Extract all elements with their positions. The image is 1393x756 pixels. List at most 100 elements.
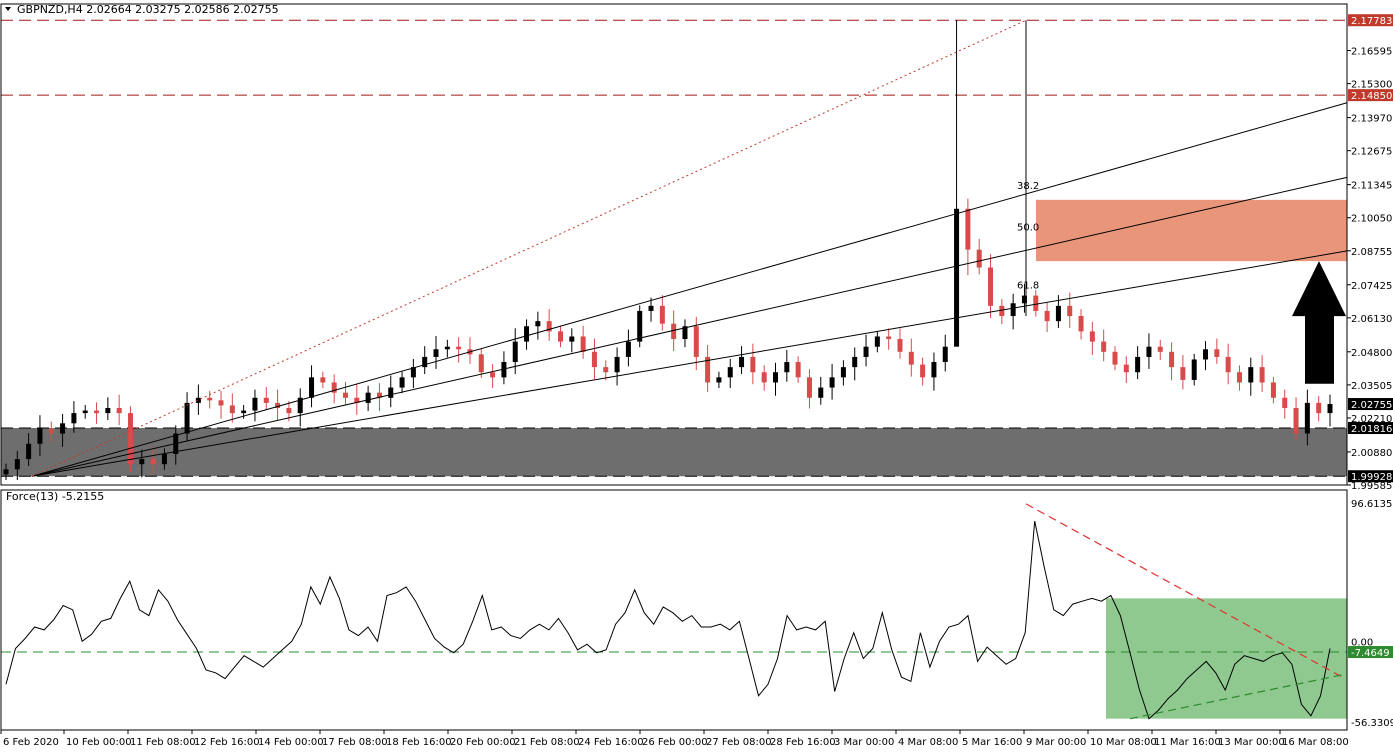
force-index-line[interactable] — [5, 520, 1331, 720]
bull-candle[interactable] — [512, 341, 518, 363]
price-panel[interactable]: 38.2 50.0 61.8 — [1, 19, 1348, 481]
bull-candle[interactable] — [1055, 305, 1061, 322]
bull-candle[interactable] — [524, 326, 530, 342]
bull-candle[interactable] — [954, 208, 960, 347]
bear-candle[interactable] — [908, 351, 914, 365]
bear-candle[interactable] — [1123, 364, 1129, 373]
bear-candle[interactable] — [1180, 367, 1186, 380]
bear-candle[interactable] — [705, 356, 711, 383]
bull-candle[interactable] — [716, 377, 722, 383]
bear-candle[interactable] — [1067, 305, 1073, 317]
bull-candle[interactable] — [60, 423, 66, 434]
bear-candle[interactable] — [263, 397, 269, 403]
bear-candle[interactable] — [1214, 349, 1220, 357]
bull-candle[interactable] — [739, 356, 745, 368]
bull-candle[interactable] — [829, 377, 835, 388]
bear-candle[interactable] — [320, 377, 326, 383]
bear-candle[interactable] — [116, 407, 122, 414]
bear-candle[interactable] — [999, 305, 1005, 317]
bear-candle[interactable] — [1293, 407, 1299, 434]
bull-candle[interactable] — [388, 387, 394, 398]
bear-candle[interactable] — [127, 413, 133, 465]
bear-candle[interactable] — [354, 397, 360, 403]
bear-candle[interactable] — [1169, 351, 1175, 368]
bull-candle[interactable] — [365, 392, 371, 403]
bear-candle[interactable] — [1089, 331, 1095, 342]
bull-candle[interactable] — [942, 346, 948, 363]
bull-candle[interactable] — [1021, 295, 1027, 304]
bear-candle[interactable] — [750, 356, 756, 373]
force-index-panel[interactable] — [1, 503, 1347, 720]
bear-candle[interactable] — [795, 362, 801, 378]
bull-candle[interactable] — [252, 397, 258, 411]
bull-candle[interactable] — [863, 346, 869, 357]
bear-candle[interactable] — [207, 397, 213, 401]
bull-candle[interactable] — [422, 356, 428, 368]
bull-candle[interactable] — [1146, 346, 1152, 357]
bear-candle[interactable] — [478, 354, 484, 373]
bull-candle[interactable] — [410, 367, 416, 378]
bull-candle[interactable] — [14, 459, 20, 470]
bull-candle[interactable] — [309, 377, 315, 398]
bull-candle[interactable] — [433, 349, 439, 357]
bear-candle[interactable] — [761, 372, 767, 383]
bull-candle[interactable] — [184, 402, 190, 434]
bear-candle[interactable] — [1316, 402, 1322, 414]
bear-candle[interactable] — [1033, 295, 1039, 311]
bull-candle[interactable] — [773, 372, 779, 383]
bull-candle[interactable] — [1191, 359, 1197, 380]
bull-candle[interactable] — [625, 341, 631, 357]
bear-candle[interactable] — [1225, 356, 1231, 373]
bear-candle[interactable] — [490, 372, 496, 378]
bear-candle[interactable] — [1259, 367, 1265, 383]
bull-candle[interactable] — [614, 356, 620, 373]
bear-candle[interactable] — [1044, 310, 1050, 322]
bull-candle[interactable] — [105, 407, 111, 414]
bull-candle[interactable] — [535, 321, 541, 327]
bull-candle[interactable] — [241, 410, 247, 414]
bull-candle[interactable] — [1010, 303, 1016, 317]
bull-candle[interactable] — [1135, 356, 1141, 373]
bull-candle[interactable] — [682, 326, 688, 340]
bear-candle[interactable] — [1101, 341, 1107, 352]
bear-candle[interactable] — [342, 392, 348, 398]
bear-candle[interactable] — [1112, 351, 1118, 365]
bear-candle[interactable] — [659, 305, 665, 324]
bear-candle[interactable] — [693, 326, 699, 357]
bull-candle[interactable] — [139, 459, 145, 465]
bull-candle[interactable] — [399, 377, 405, 388]
bear-candle[interactable] — [557, 331, 563, 342]
bull-candle[interactable] — [1304, 402, 1310, 434]
bear-candle[interactable] — [897, 339, 903, 352]
bull-candle[interactable] — [444, 346, 450, 350]
bull-candle[interactable] — [874, 336, 880, 347]
bear-candle[interactable] — [275, 402, 281, 408]
collapse-triangle-icon[interactable] — [5, 7, 11, 11]
bull-candle[interactable] — [297, 397, 303, 414]
bear-candle[interactable] — [965, 208, 971, 250]
bull-candle[interactable] — [727, 367, 733, 378]
bull-candle[interactable] — [161, 453, 167, 465]
bear-candle[interactable] — [376, 392, 382, 398]
bear-candle[interactable] — [806, 377, 812, 398]
bull-candle[interactable] — [931, 362, 937, 378]
bear-candle[interactable] — [456, 346, 462, 350]
bear-candle[interactable] — [94, 410, 100, 414]
bear-candle[interactable] — [976, 249, 982, 268]
bear-candle[interactable] — [1270, 382, 1276, 398]
bull-candle[interactable] — [71, 413, 77, 424]
bear-candle[interactable] — [1236, 372, 1242, 383]
bear-candle[interactable] — [671, 323, 677, 340]
bear-candle[interactable] — [1078, 316, 1084, 332]
bear-candle[interactable] — [886, 336, 892, 340]
bull-candle[interactable] — [82, 410, 88, 414]
bull-candle[interactable] — [648, 305, 654, 311]
bear-candle[interactable] — [48, 428, 54, 434]
bear-candle[interactable] — [150, 459, 156, 465]
bull-candle[interactable] — [1327, 404, 1333, 414]
bear-candle[interactable] — [603, 367, 609, 373]
bull-candle[interactable] — [852, 356, 858, 368]
bull-candle[interactable] — [840, 367, 846, 378]
